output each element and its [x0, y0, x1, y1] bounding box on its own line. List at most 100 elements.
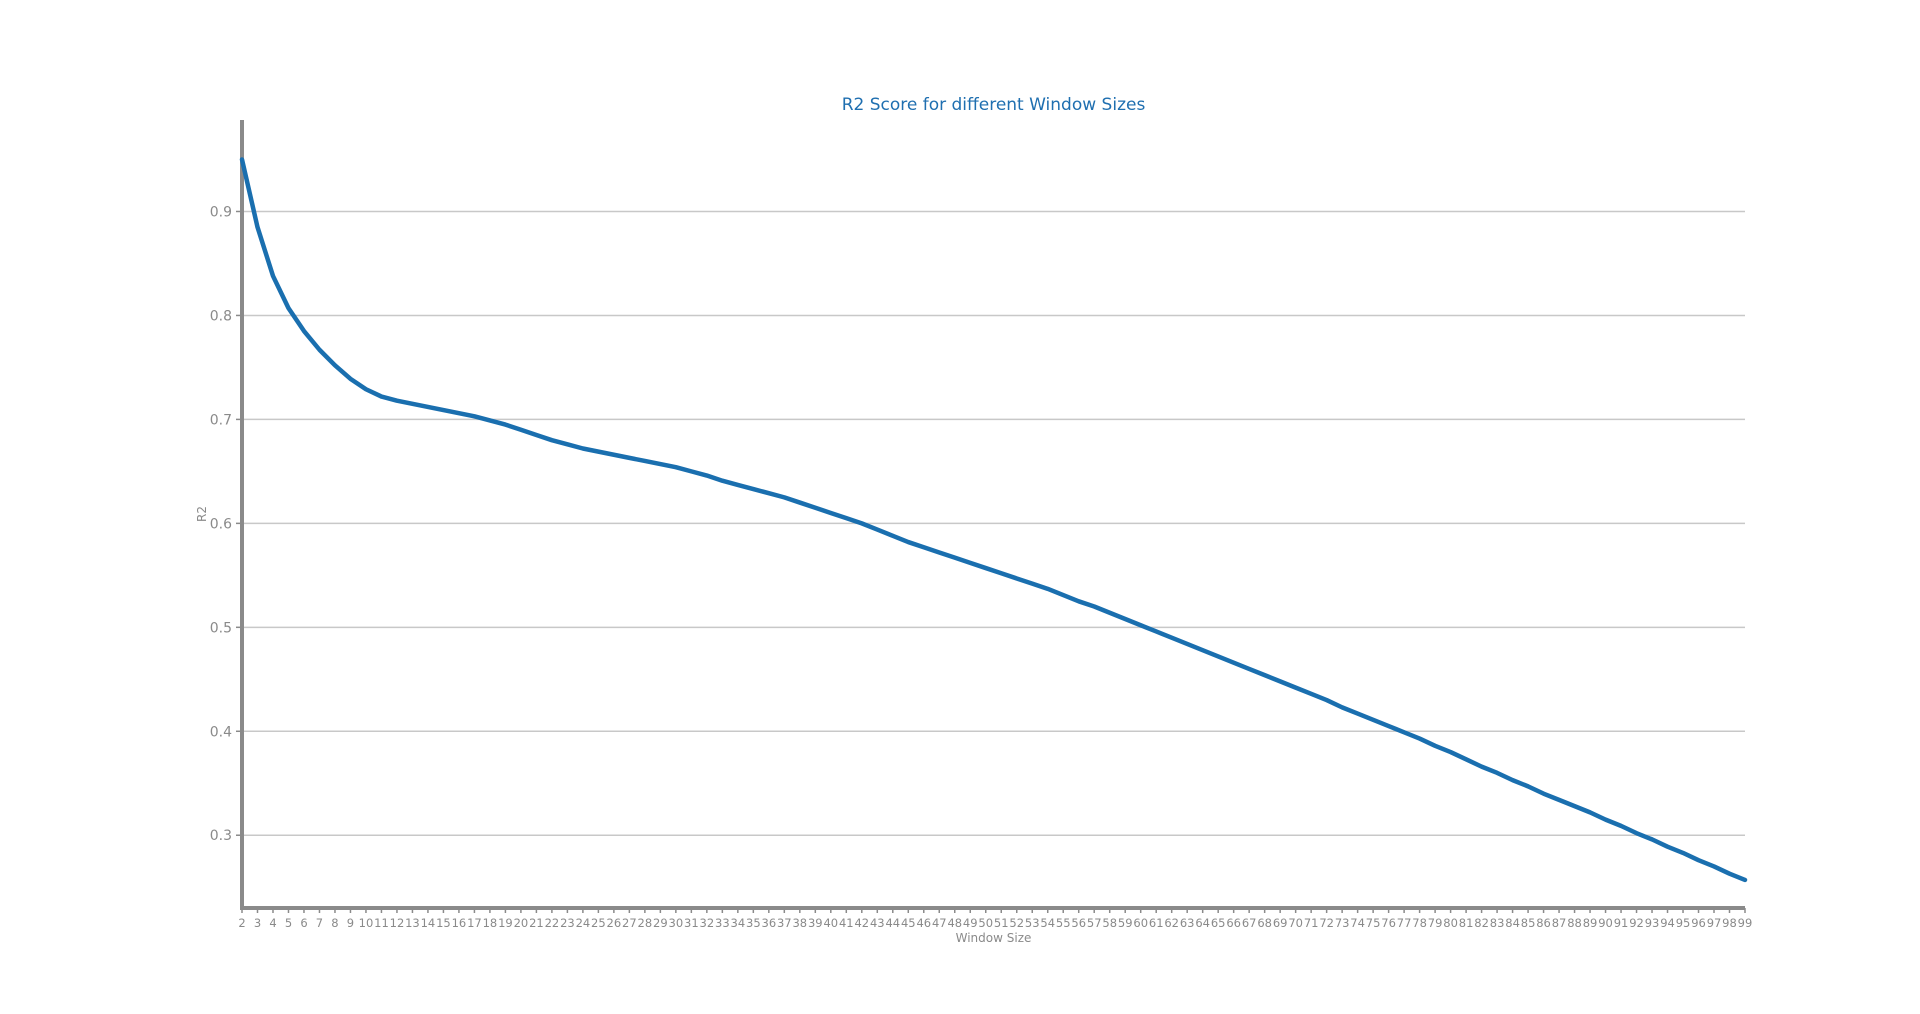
x-tick-label: 55 [1056, 916, 1071, 930]
x-tick-label: 27 [622, 916, 637, 930]
x-axis-label: Window Size [956, 931, 1032, 945]
x-tick-label: 21 [529, 916, 544, 930]
x-tick-label: 16 [452, 916, 467, 930]
x-tick-label: 62 [1164, 916, 1179, 930]
y-tick-label: 0.4 [210, 724, 232, 740]
x-tick-label: 19 [498, 916, 513, 930]
x-tick-label: 58 [1102, 916, 1117, 930]
x-tick-label: 18 [483, 916, 498, 930]
x-tick-label: 96 [1691, 916, 1706, 930]
x-tick-label: 4 [269, 916, 276, 930]
y-tick-label: 0.7 [210, 412, 232, 428]
x-tick-label: 36 [762, 916, 777, 930]
x-tick-label: 20 [514, 916, 529, 930]
x-tick-label: 66 [1226, 916, 1241, 930]
x-tick-label: 65 [1211, 916, 1226, 930]
x-tick-label: 68 [1257, 916, 1272, 930]
x-tick-label: 82 [1474, 916, 1489, 930]
x-tick-label: 52 [1009, 916, 1024, 930]
x-tick-label: 91 [1614, 916, 1629, 930]
x-tick-label: 75 [1366, 916, 1381, 930]
x-tick-label: 50 [978, 916, 993, 930]
axes [240, 120, 1745, 910]
y-tick-label: 0.6 [210, 516, 232, 532]
x-tick-label: 99 [1738, 916, 1753, 930]
x-tick-label: 46 [916, 916, 931, 930]
x-tick-label: 57 [1087, 916, 1102, 930]
x-tick-label: 26 [607, 916, 622, 930]
x-tick-label: 42 [854, 916, 869, 930]
x-tick-label: 83 [1490, 916, 1505, 930]
x-tick-label: 59 [1118, 916, 1133, 930]
x-tick-label: 87 [1552, 916, 1567, 930]
r2-series-line [239, 157, 1748, 883]
x-tick-label: 92 [1629, 916, 1644, 930]
series [239, 157, 1748, 883]
x-tick-label: 25 [591, 916, 606, 930]
x-tick-label: 37 [777, 916, 792, 930]
x-tick-label: 81 [1459, 916, 1474, 930]
x-tick-label: 33 [715, 916, 730, 930]
y-axis-label: R2 [195, 506, 209, 522]
x-tick-label: 61 [1149, 916, 1164, 930]
x-tick-label: 3 [254, 916, 261, 930]
x-tick-label: 88 [1567, 916, 1582, 930]
x-tick-label: 63 [1180, 916, 1195, 930]
x-tick-label: 67 [1242, 916, 1257, 930]
x-tick-label: 9 [347, 916, 354, 930]
x-tick-label: 11 [374, 916, 389, 930]
x-tick-label: 70 [1288, 916, 1303, 930]
x-tick-label: 43 [870, 916, 885, 930]
x-tick-label: 94 [1660, 916, 1675, 930]
x-tick-label: 97 [1707, 916, 1722, 930]
x-tick-label: 79 [1428, 916, 1443, 930]
x-tick-label: 34 [731, 916, 746, 930]
x-tick-label: 49 [963, 916, 978, 930]
x-tick-label: 13 [405, 916, 420, 930]
y-tick-label: 0.8 [210, 308, 232, 324]
x-tick-label: 90 [1598, 916, 1613, 930]
x-ticks: 2 3 4 5 6 7 8 9 10 11 12 13 14 15 16 17 18 19 20 21 22 23 24 25… [238, 908, 1752, 930]
x-tick-label: 15 [436, 916, 451, 930]
x-tick-label: 95 [1676, 916, 1691, 930]
x-tick-label: 10 [359, 916, 374, 930]
x-tick-label: 35 [746, 916, 761, 930]
x-tick-label: 6 [300, 916, 307, 930]
x-tick-label: 80 [1443, 916, 1458, 930]
x-tick-label: 28 [638, 916, 653, 930]
x-tick-label: 8 [331, 916, 338, 930]
x-tick-label: 77 [1397, 916, 1412, 930]
chart-title: R2 Score for different Window Sizes [842, 95, 1146, 115]
x-tick-label: 41 [839, 916, 854, 930]
x-tick-label: 30 [669, 916, 684, 930]
x-tick-label: 31 [684, 916, 699, 930]
x-tick-label: 7 [316, 916, 323, 930]
x-tick-label: 71 [1304, 916, 1319, 930]
gridlines [242, 210, 1745, 836]
x-tick-label: 64 [1195, 916, 1210, 930]
x-tick-label: 74 [1350, 916, 1365, 930]
x-tick-label: 84 [1505, 916, 1520, 930]
y-ticks: 0.3 0.4 0.5 0.6 0.7 0.8 0.9 [210, 204, 242, 844]
x-tick-label: 53 [1025, 916, 1040, 930]
x-tick-label: 2 [238, 916, 245, 930]
x-tick-label: 17 [467, 916, 482, 930]
x-tick-label: 73 [1335, 916, 1350, 930]
x-tick-label: 56 [1071, 916, 1086, 930]
x-tick-label: 86 [1536, 916, 1551, 930]
x-tick-label: 47 [932, 916, 947, 930]
x-tick-label: 72 [1319, 916, 1334, 930]
x-tick-label: 38 [792, 916, 807, 930]
x-tick-label: 12 [390, 916, 405, 930]
y-tick-label: 0.9 [210, 204, 232, 220]
y-tick-label: 0.5 [210, 620, 232, 636]
x-tick-label: 24 [576, 916, 591, 930]
x-tick-label: 85 [1521, 916, 1536, 930]
x-tick-label: 76 [1381, 916, 1396, 930]
x-tick-label: 60 [1133, 916, 1148, 930]
x-tick-label: 32 [700, 916, 715, 930]
x-tick-label: 45 [901, 916, 916, 930]
x-tick-label: 14 [421, 916, 436, 930]
